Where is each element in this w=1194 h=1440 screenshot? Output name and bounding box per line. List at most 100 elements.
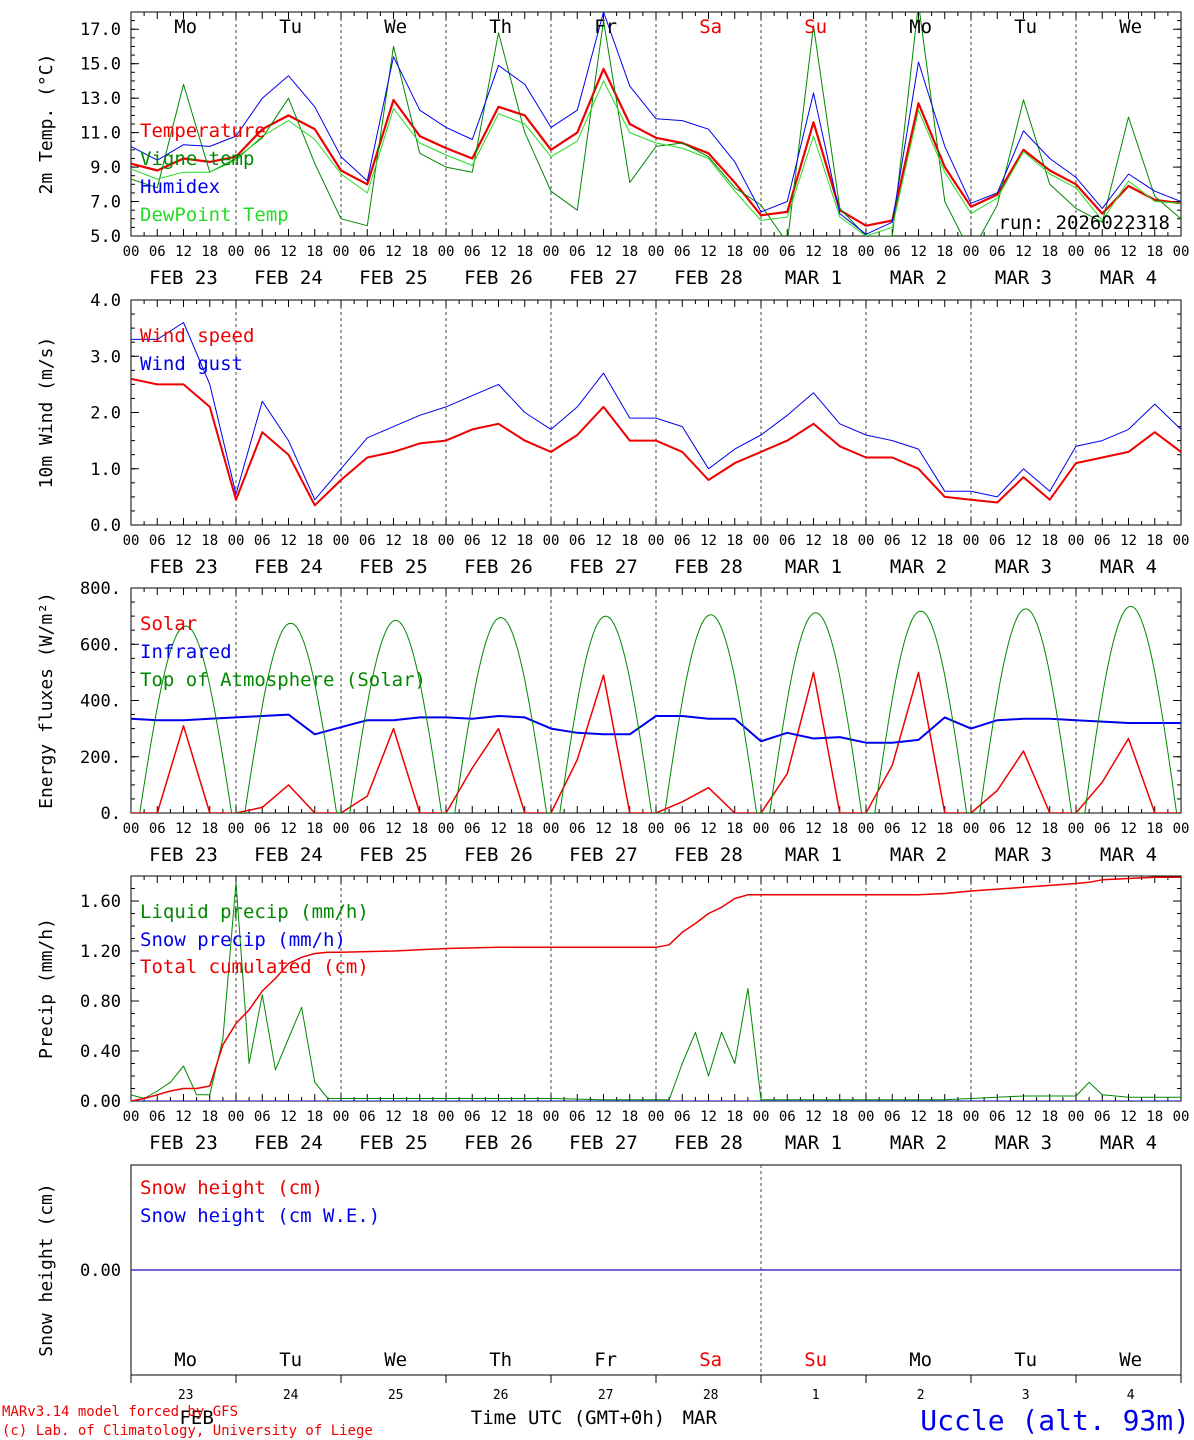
hour-tick-label: 12: [1015, 533, 1032, 549]
day-number: 3: [1022, 1388, 1030, 1403]
hour-tick-label: 18: [516, 244, 533, 260]
day-label: FEB 25: [359, 556, 428, 578]
weekday-label: Sa: [699, 1349, 722, 1371]
hour-tick-label: 06: [359, 244, 376, 260]
run-label: run: 2026022318: [998, 212, 1170, 234]
hour-tick-label: 00: [123, 1109, 140, 1125]
day-label: MAR 4: [1100, 1132, 1157, 1154]
hour-tick-label: 18: [831, 533, 848, 549]
hour-tick-label: 06: [149, 244, 166, 260]
hour-tick-label: 18: [726, 244, 743, 260]
series-dewpoint-temp: [131, 80, 1181, 236]
y-tick-label: 0.80: [80, 992, 121, 1012]
weekday-label: Tu: [1014, 1349, 1037, 1371]
legend-entry: Liquid precip (mm/h): [140, 901, 369, 923]
hour-tick-label: 12: [490, 244, 507, 260]
hour-tick-label: 00: [648, 244, 665, 260]
hour-tick-label: 00: [753, 533, 770, 549]
day-number: 28: [703, 1388, 719, 1403]
hour-tick-label: 06: [464, 821, 481, 837]
hour-tick-label: 00: [438, 821, 455, 837]
hour-tick-label: 06: [359, 821, 376, 837]
hour-tick-label: 12: [1015, 821, 1032, 837]
y-tick-label: 7.0: [90, 193, 121, 213]
hour-tick-label: 00: [1173, 821, 1190, 837]
hour-tick-label: 18: [621, 244, 638, 260]
y-tick-label: 9.0: [90, 158, 121, 178]
hour-tick-label: 12: [1015, 1109, 1032, 1125]
y-tick-label: 11.0: [80, 124, 121, 144]
day-label: FEB 24: [254, 267, 323, 289]
hour-tick-label: 18: [201, 533, 218, 549]
y-tick-label: 13.0: [80, 89, 121, 109]
hour-tick-label: 06: [149, 1109, 166, 1125]
series-vigne-temp: [131, 12, 1181, 236]
weekday-label: Mo: [174, 16, 197, 38]
hour-tick-label: 12: [490, 533, 507, 549]
day-number: 24: [283, 1388, 299, 1403]
hour-tick-label: 00: [438, 533, 455, 549]
hour-tick-label: 18: [726, 1109, 743, 1125]
hour-tick-label: 18: [201, 1109, 218, 1125]
day-label: FEB 23: [149, 556, 218, 578]
hour-tick-label: 06: [1094, 821, 1111, 837]
legend-entry: Temperature: [140, 120, 266, 142]
hour-tick-label: 12: [490, 1109, 507, 1125]
hour-tick-label: 00: [123, 821, 140, 837]
day-label: MAR 2: [890, 267, 947, 289]
legend-entry: Total cumulated (cm): [140, 956, 369, 978]
hour-tick-label: 18: [516, 821, 533, 837]
hour-tick-label: 12: [595, 244, 612, 260]
day-number: 1: [812, 1388, 820, 1403]
hour-tick-label: 00: [1173, 1109, 1190, 1125]
hour-tick-label: 18: [306, 821, 323, 837]
hour-tick-label: 12: [280, 1109, 297, 1125]
hour-tick-label: 12: [1120, 533, 1137, 549]
day-label: MAR 3: [995, 556, 1052, 578]
hour-tick-label: 06: [254, 1109, 271, 1125]
legend-entry: Snow precip (mm/h): [140, 929, 346, 951]
day-label: MAR 4: [1100, 556, 1157, 578]
hour-tick-label: 06: [674, 533, 691, 549]
day-label: FEB 26: [464, 556, 533, 578]
hour-tick-label: 06: [884, 821, 901, 837]
series-wind-speed: [131, 377, 1181, 507]
hour-tick-label: 00: [858, 1109, 875, 1125]
day-label: FEB 28: [674, 556, 743, 578]
hour-tick-label: 12: [1015, 244, 1032, 260]
plot-frame: [130, 299, 1182, 526]
hour-tick-label: 00: [543, 533, 560, 549]
hour-tick-label: 00: [1173, 533, 1190, 549]
hour-tick-label: 06: [674, 244, 691, 260]
series-humidex: [131, 12, 1181, 235]
legend-entry: Humidex: [140, 176, 220, 198]
hour-tick-label: 12: [910, 821, 927, 837]
day-number: 2: [917, 1388, 925, 1403]
hour-tick-label: 12: [700, 244, 717, 260]
hour-tick-label: 00: [858, 533, 875, 549]
hour-tick-label: 00: [648, 821, 665, 837]
y-tick-label: 4.0: [90, 291, 121, 311]
day-label: FEB 27: [569, 267, 638, 289]
day-label: MAR 2: [890, 556, 947, 578]
hour-tick-label: 12: [175, 1109, 192, 1125]
hour-tick-label: 00: [333, 821, 350, 837]
day-label: MAR 1: [785, 556, 842, 578]
day-label: MAR 4: [1100, 844, 1157, 866]
y-tick-label: 1.20: [80, 942, 121, 962]
hour-tick-label: 12: [805, 533, 822, 549]
hour-tick-label: 00: [648, 1109, 665, 1125]
day-label: MAR 3: [995, 844, 1052, 866]
hour-tick-label: 18: [1041, 244, 1058, 260]
hour-tick-label: 06: [254, 244, 271, 260]
y-tick-label: 5.0: [90, 227, 121, 247]
y-tick-label: 0.0: [90, 516, 121, 536]
hour-tick-label: 12: [700, 1109, 717, 1125]
hour-tick-label: 12: [1120, 821, 1137, 837]
y-axis-label: Energy fluxes (W/m²): [36, 592, 57, 809]
weekday-label: Sa: [699, 16, 722, 38]
month-label: FEB: [179, 1407, 213, 1429]
hour-tick-label: 12: [385, 533, 402, 549]
hour-tick-label: 18: [201, 821, 218, 837]
